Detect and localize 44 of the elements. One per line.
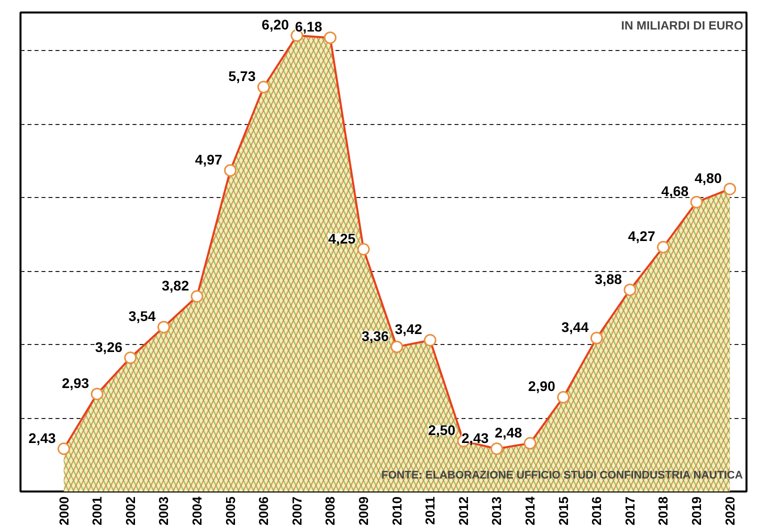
x-tick-label: 2000: [56, 496, 72, 526]
annotation: IN MILIARDI DI EURO: [621, 18, 744, 32]
x-tick-label: 2015: [556, 496, 571, 526]
data-label: 2,43: [28, 430, 56, 446]
x-tick-label: 2001: [90, 496, 105, 526]
data-label: 3,44: [561, 319, 589, 336]
x-tick-label: 2017: [622, 496, 638, 526]
x-tick-label: 2019: [689, 496, 704, 526]
x-tick-label: 2012: [456, 496, 471, 526]
x-tick-label: 2004: [190, 496, 205, 526]
data-label: 3,36: [362, 328, 390, 344]
data-label: 2,48: [494, 424, 522, 440]
x-tick-label: 2014: [522, 496, 538, 526]
x-tick-label: 2016: [589, 496, 604, 526]
data-label: 3,88: [594, 270, 622, 287]
data-label: 3,42: [394, 321, 422, 338]
data-label: 5,73: [228, 68, 256, 84]
data-label: 3,82: [162, 277, 190, 294]
x-tick-label: 2009: [356, 496, 372, 526]
data-label: 4,97: [195, 151, 223, 168]
data-label: 2,50: [428, 422, 456, 438]
x-tick-label: 2010: [389, 496, 404, 526]
data-label: 4,80: [694, 170, 722, 186]
data-label: 2,43: [461, 430, 489, 446]
x-tick-label: 2020: [722, 496, 738, 526]
data-label: 6,18: [294, 18, 322, 35]
x-tick-label: 2005: [222, 496, 238, 526]
data-label: 3,54: [128, 308, 156, 324]
data-label: 2,90: [528, 378, 556, 394]
data-label: 4,25: [328, 230, 356, 246]
x-tick-label: 2018: [656, 496, 671, 526]
x-tick-label: 2006: [256, 496, 272, 526]
data-label: 4,27: [628, 228, 656, 244]
x-tick-label: 2002: [122, 496, 138, 526]
x-tick-label: 2013: [489, 496, 504, 526]
x-tick-label: 2003: [156, 496, 172, 526]
data-label: 6,20: [262, 16, 290, 33]
data-label: 3,26: [95, 338, 123, 355]
x-tick-label: 2007: [289, 496, 304, 526]
data-label: 2,93: [62, 374, 90, 391]
x-tick-label: 2011: [422, 496, 438, 525]
data-label: 4,68: [661, 183, 689, 200]
x-tick-label: 2008: [322, 496, 338, 526]
annotation: FONTE: ELABORAZIONE UFFICIO STUDI CONFINDUSTRIA NAUTICA: [381, 470, 743, 482]
